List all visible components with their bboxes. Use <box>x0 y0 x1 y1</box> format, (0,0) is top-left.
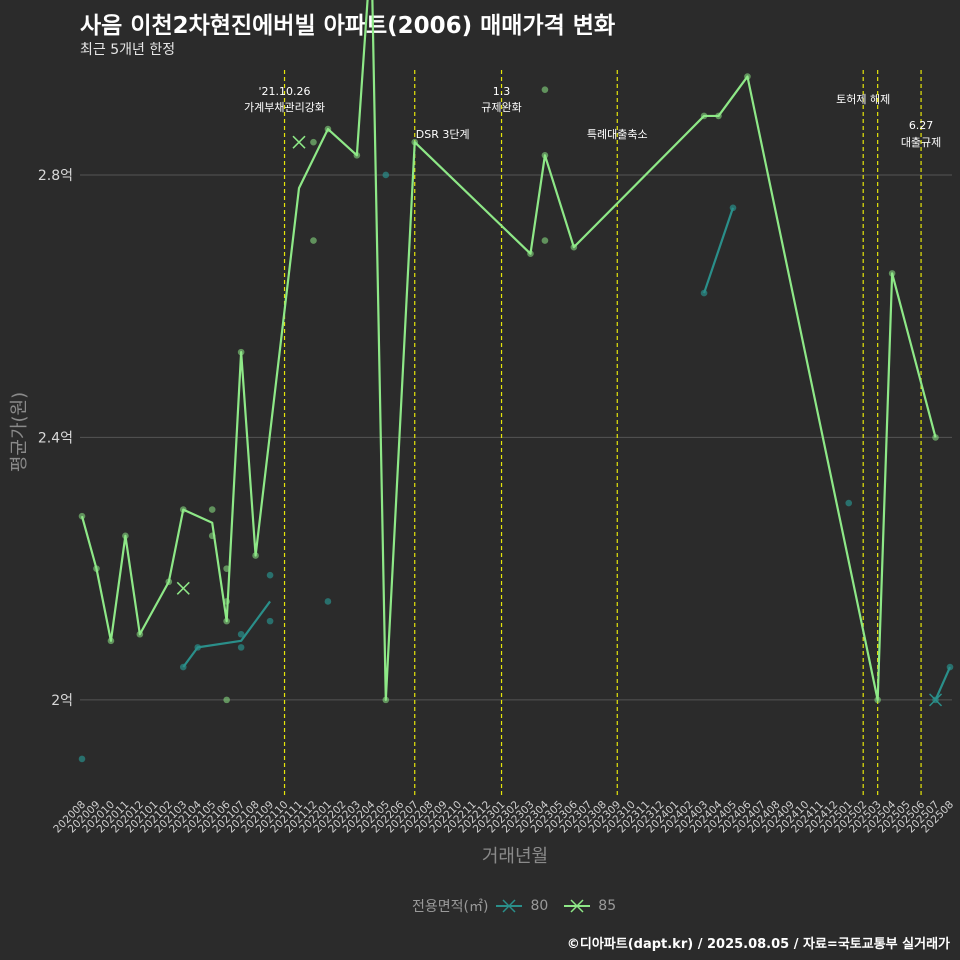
y-tick-label: 2.4억 <box>38 430 73 446</box>
data-point-85 <box>310 138 317 146</box>
event-label: DSR 3단계 <box>416 128 470 141</box>
data-point-85 <box>932 434 939 441</box>
legend-key-85 <box>564 899 591 913</box>
data-point-80 <box>324 598 332 605</box>
y-axis-label: 평균가(원) <box>9 391 30 473</box>
event-label: 1.3 <box>493 85 511 98</box>
series-line-85 <box>80 0 937 701</box>
event-label: 특례대출축소 <box>587 128 648 141</box>
legend-key-80 <box>496 899 523 913</box>
cross-marker-85 <box>176 581 190 595</box>
data-point-85 <box>208 506 216 513</box>
legend-label-80: 80 <box>530 898 549 914</box>
event-label: 토허제 해제 <box>836 92 890 106</box>
series-line-80 <box>182 600 271 668</box>
event-label: 6.27 <box>909 119 934 132</box>
data-point-80 <box>237 630 245 638</box>
x-axis-label: 거래년월 <box>481 846 549 867</box>
legend-title: 전용면적(㎡) <box>412 899 489 915</box>
data-point-80 <box>845 499 853 507</box>
event-label: 규제완화 <box>481 101 521 114</box>
cross-marker-80 <box>929 693 943 707</box>
data-point-85 <box>223 696 230 704</box>
legend-label-85: 85 <box>598 898 617 914</box>
event-label: 가계부채관리강화 <box>244 101 325 114</box>
data-point-85 <box>541 86 549 93</box>
data-point-80 <box>266 571 274 579</box>
y-tick-label: 2억 <box>51 693 73 709</box>
source-caption: ©디아파트(dapt.kr) / 2025.08.05 / 자료=국토교통부 실… <box>566 937 950 952</box>
data-point-80 <box>382 171 390 179</box>
chart-subtitle: 최근 5개년 한정 <box>80 42 176 58</box>
series-line-80 <box>703 207 735 294</box>
chart-title: 사음 이천2차현진에버빌 아파트(2006) 매매가격 변화 <box>80 13 616 39</box>
data-point-85 <box>310 237 317 244</box>
data-point-85 <box>541 237 549 244</box>
series-line-80 <box>934 666 952 701</box>
legend: 전용면적(㎡) 80 85 <box>412 896 624 916</box>
data-point-80 <box>78 755 86 763</box>
data-point-80 <box>237 644 245 651</box>
cross-marker-85 <box>292 135 306 149</box>
data-point-80 <box>266 617 274 625</box>
y-tick-label: 2.8억 <box>38 168 73 184</box>
event-label: 대출규제 <box>901 136 941 149</box>
event-label: '21.10.26 <box>259 85 311 98</box>
